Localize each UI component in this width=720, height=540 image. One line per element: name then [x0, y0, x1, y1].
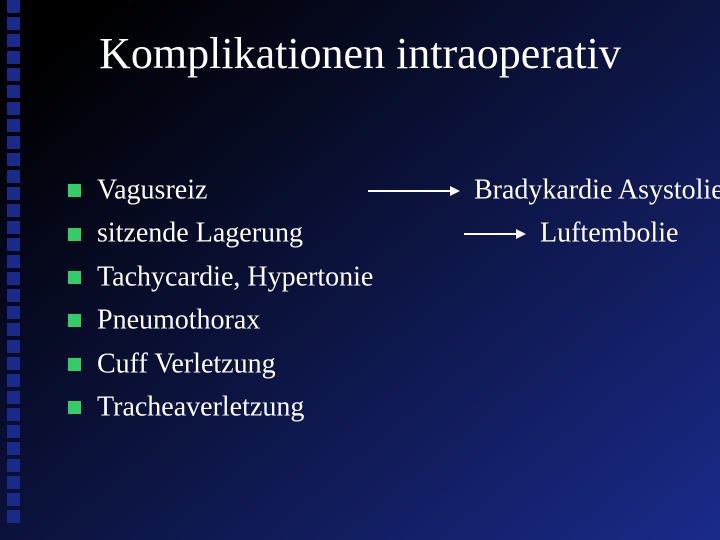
- slide: Komplikationen intraoperativ VagusreizBr…: [0, 0, 720, 540]
- decor-square: [7, 119, 20, 132]
- list-item: Cuff Verletzung: [68, 344, 688, 383]
- decor-square: [7, 476, 20, 489]
- bullet-icon: [68, 358, 81, 371]
- decor-square: [7, 510, 20, 523]
- decor-square: [7, 272, 20, 285]
- decor-square: [7, 357, 20, 370]
- list-item: Tachycardie, Hypertonie: [68, 257, 688, 296]
- bullet-icon: [68, 314, 81, 327]
- decor-square: [7, 221, 20, 234]
- decor-square: [7, 493, 20, 506]
- decor-square: [7, 187, 20, 200]
- decor-square: [7, 170, 20, 183]
- list-item: Pneumothorax: [68, 300, 688, 339]
- left-decor-column: [7, 0, 23, 540]
- consequence-text: Bradykardie Asystolie: [474, 175, 720, 206]
- arrow-icon: [464, 227, 526, 241]
- decor-square: [7, 306, 20, 319]
- decor-square: [7, 0, 20, 13]
- decor-square: [7, 408, 20, 421]
- decor-square: [7, 153, 20, 166]
- slide-title: Komplikationen intraoperativ: [0, 28, 720, 79]
- decor-square: [7, 442, 20, 455]
- decor-square: [7, 459, 20, 472]
- decor-square: [7, 204, 20, 217]
- bullet-icon: [68, 228, 81, 241]
- decor-square: [7, 102, 20, 115]
- decor-square: [7, 340, 20, 353]
- list-item-text: sitzende Lagerung: [97, 218, 303, 249]
- list-item-consequence: Luftembolie: [464, 213, 678, 252]
- list-item-text: Tracheaverletzung: [97, 392, 304, 423]
- slide-body: VagusreizBradykardie Asystolie sitzende L…: [68, 170, 688, 431]
- list-item: Tracheaverletzung: [68, 387, 688, 426]
- decor-square: [7, 136, 20, 149]
- consequence-text: Luftembolie: [540, 218, 678, 249]
- list-item: VagusreizBradykardie Asystolie: [68, 170, 688, 209]
- decor-square: [7, 391, 20, 404]
- bullet-icon: [68, 184, 81, 197]
- decor-square: [7, 85, 20, 98]
- decor-square: [7, 374, 20, 387]
- decor-square: [7, 238, 20, 251]
- arrow-icon: [368, 184, 460, 198]
- list-item: sitzende Lagerung Luftembolie: [68, 213, 688, 252]
- list-item-consequence: Bradykardie Asystolie: [368, 170, 720, 209]
- bullet-icon: [68, 401, 81, 414]
- decor-square: [7, 323, 20, 336]
- decor-square: [7, 289, 20, 302]
- list-item-text: Pneumothorax: [97, 305, 260, 336]
- decor-square: [7, 425, 20, 438]
- decor-square: [7, 255, 20, 268]
- list-item-text: Tachycardie, Hypertonie: [97, 262, 373, 293]
- list-item-text: Vagusreiz: [97, 175, 207, 206]
- bullet-icon: [68, 271, 81, 284]
- list-item-text: Cuff Verletzung: [97, 349, 276, 380]
